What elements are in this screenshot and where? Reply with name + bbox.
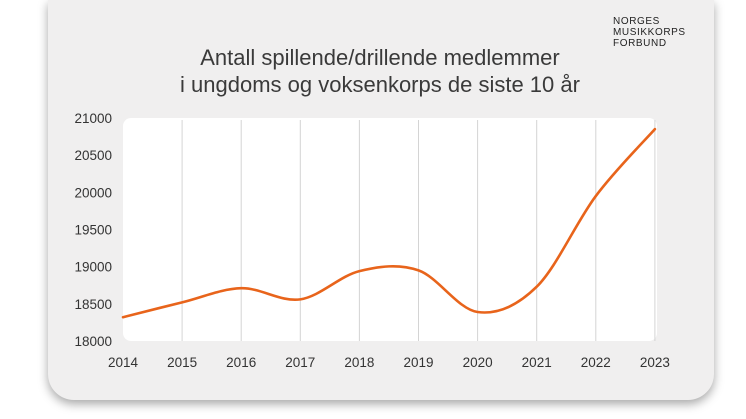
chart-title-line-1: Antall spillende/drillende medlemmer [200,45,560,70]
x-axis: 2014 2015 2016 2017 2018 2019 2020 2021 2022 2023 [108,355,670,370]
x-tick-label: 2023 [640,355,670,370]
x-tick-label: 2018 [344,355,374,370]
y-tick-label: 19500 [74,223,112,238]
x-tick-label: 2021 [522,355,552,370]
grid [181,120,656,341]
chart-title-line-2: i ungdoms og voksenkorps de siste 10 år [180,72,580,97]
plot-area [123,118,657,341]
y-axis: 18000 18500 19000 19500 20000 20500 21000 [74,111,112,349]
y-tick-label: 20500 [74,148,112,163]
x-tick-label: 2014 [108,355,139,370]
series-line [121,127,657,319]
y-tick-label: 20000 [74,185,112,200]
x-tick-label: 2016 [226,355,256,370]
y-tick-label: 18000 [74,334,112,349]
x-tick-label: 2015 [167,355,197,370]
logo: NORGES MUSIKKORPS FORBUND [613,16,713,49]
x-tick-label: 2022 [581,355,611,370]
y-tick-label: 18500 [74,297,112,312]
chart-title: Antall spillende/drillende medlemmer i u… [60,44,700,98]
logo-line-3: FORBUND [613,38,667,49]
y-tick-label: 19000 [74,260,112,275]
x-tick-label: 2020 [463,355,493,370]
x-tick-label: 2019 [403,355,433,370]
logo-line-1: NORGES [613,16,660,27]
logo-line-2: MUSIKKORPS [613,27,686,38]
x-tick-label: 2017 [285,355,315,370]
y-tick-label: 21000 [74,111,112,126]
